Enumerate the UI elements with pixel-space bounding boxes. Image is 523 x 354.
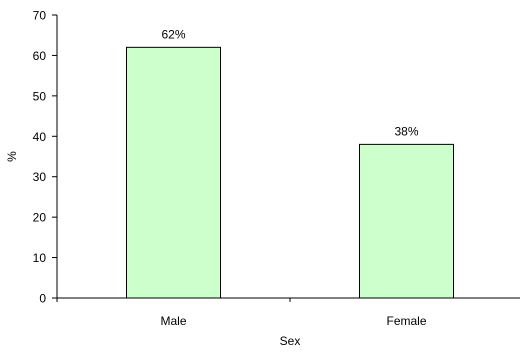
labels: 0 10 20 30 40 50 60 70 62% Male 38% Female (33, 9, 427, 329)
y-tick-label: 70 (33, 9, 47, 23)
x-tick-label-female: Female (386, 314, 426, 328)
y-tick-label: 60 (33, 49, 47, 63)
y-axis-title: % (5, 151, 19, 162)
data-label-female: 38% (394, 124, 418, 138)
y-tick-label: 10 (33, 251, 47, 265)
y-tick-label: 40 (33, 130, 47, 144)
y-tick-label: 50 (33, 89, 47, 103)
bar-female (359, 143, 454, 299)
y-tick-label: 0 (39, 292, 46, 306)
bar-male (126, 46, 221, 299)
data-label-male: 62% (161, 27, 185, 41)
x-tick-label-male: Male (160, 314, 186, 328)
bars (126, 46, 454, 299)
y-tick-label: 20 (33, 211, 47, 225)
x-axis-title: Sex (280, 334, 301, 348)
y-tick-label: 30 (33, 170, 47, 184)
